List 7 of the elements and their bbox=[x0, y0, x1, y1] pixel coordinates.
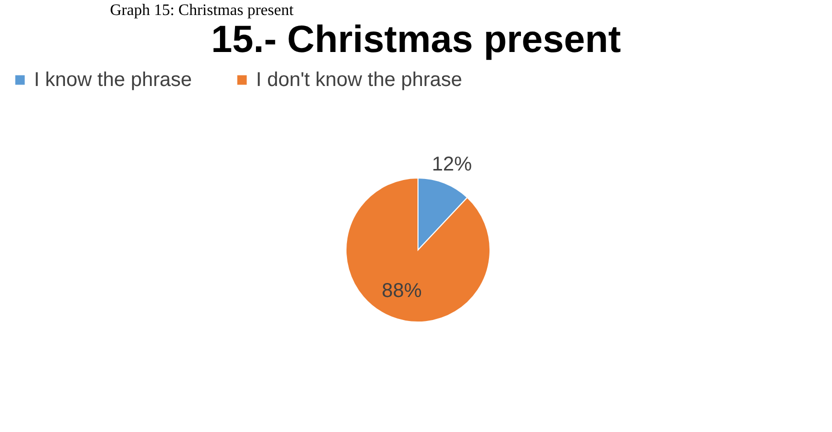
chart-title: 15.- Christmas present bbox=[211, 19, 622, 61]
caption: Graph 15: Christmas present bbox=[110, 1, 295, 21]
data-label: 88% bbox=[382, 280, 422, 302]
legend-label: I know the phrase bbox=[34, 69, 192, 91]
data-label: 12% bbox=[432, 153, 472, 176]
legend-label: I don't know the phrase bbox=[256, 69, 462, 91]
pie-slice bbox=[346, 178, 490, 322]
